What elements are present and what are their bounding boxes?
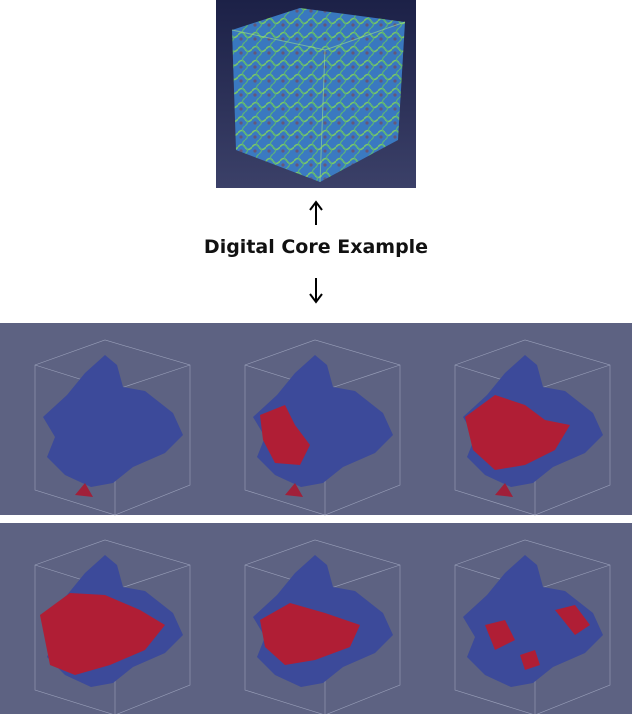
caption: Digital Core Example — [203, 236, 429, 258]
core-image — [216, 0, 416, 188]
arrow-up — [309, 200, 323, 225]
simulation-panel — [0, 323, 632, 516]
simulation-panel — [0, 523, 632, 714]
arrow-down — [309, 278, 323, 304]
